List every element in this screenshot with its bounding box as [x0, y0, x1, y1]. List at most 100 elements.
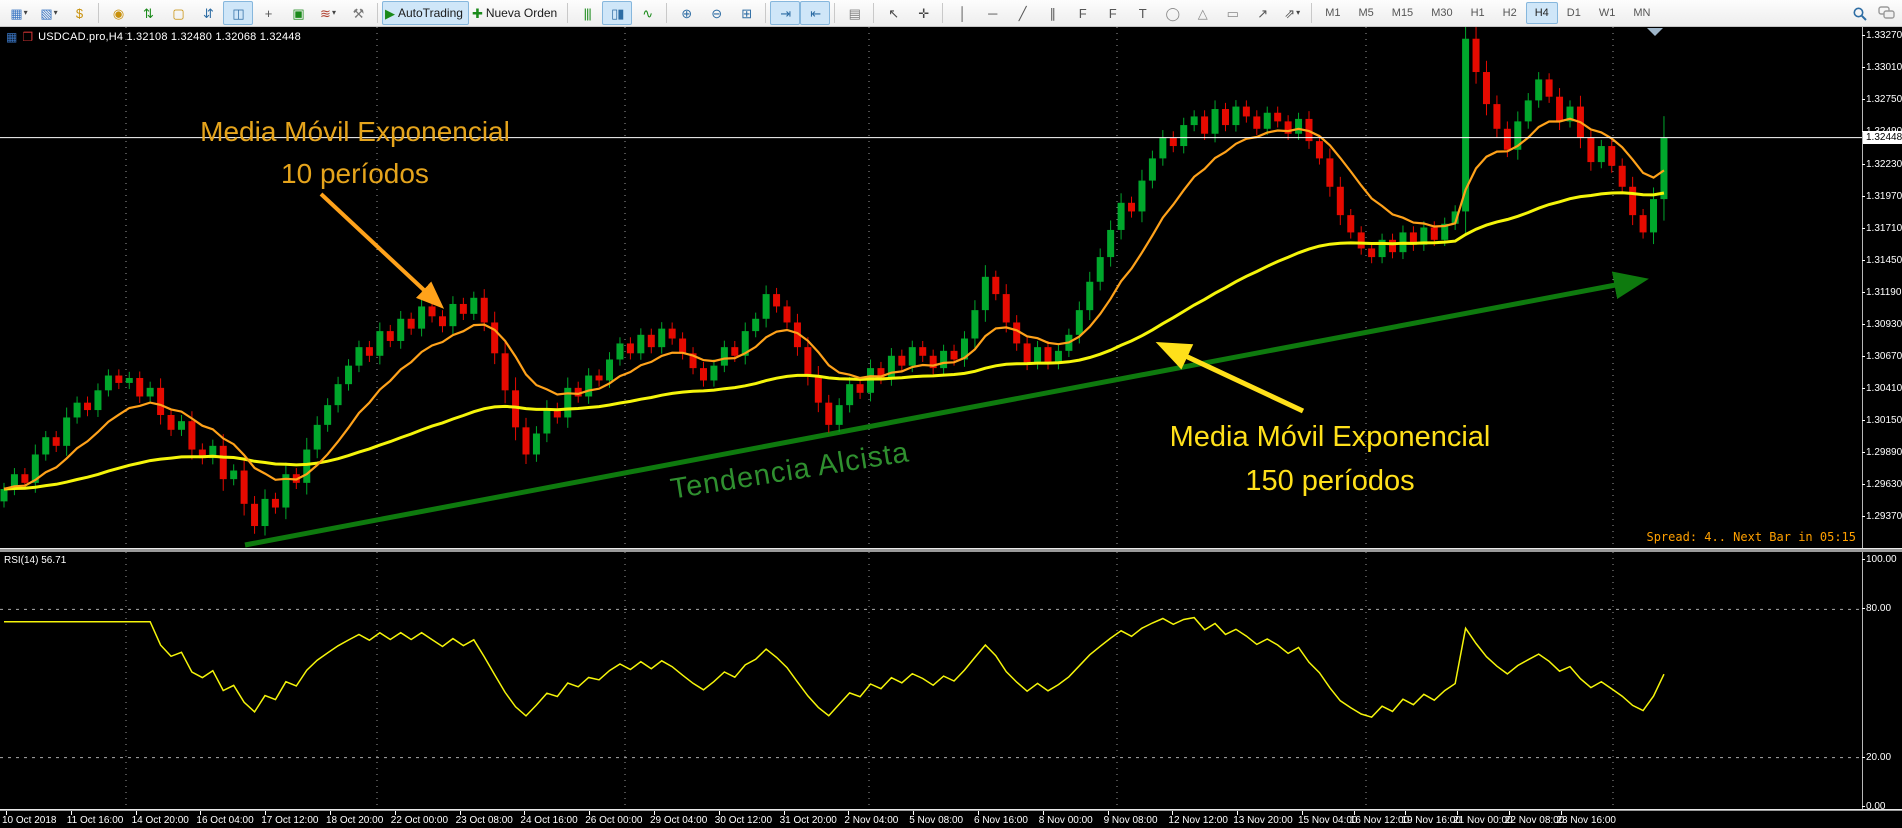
tile-windows-button[interactable]: ⊞	[731, 1, 761, 25]
symbol-window-icon: ❐	[22, 30, 34, 44]
timeframe-h1-button[interactable]: H1	[1470, 7, 1485, 19]
time-axis-label: 30 Oct 12:00	[714, 815, 773, 826]
indicators-button[interactable]: ≋ ▾	[313, 1, 343, 25]
toolbar-separator	[666, 3, 668, 23]
navigator-button[interactable]: ▣	[283, 1, 313, 25]
bar-chart-button[interactable]: |||	[572, 1, 602, 25]
time-axis-label: 2 Nov 04:00	[844, 815, 899, 826]
nueva-orden-button[interactable]: ✚ Nueva Orden	[469, 1, 563, 25]
trendline-button[interactable]: ╱	[1007, 1, 1037, 25]
rsi-axis-label: 100.00	[1862, 554, 1897, 565]
toolbar-separator	[942, 3, 944, 23]
channel-icon: ∥	[1049, 5, 1055, 21]
chart-shift-marker[interactable]	[1647, 28, 1663, 36]
timeframe-d1-button[interactable]: D1	[1566, 7, 1581, 19]
line-chart-button[interactable]: ∿	[632, 1, 662, 25]
tools-button[interactable]: ⚒	[343, 1, 373, 25]
text-button[interactable]: T	[1127, 1, 1157, 25]
timeframe-m5-button[interactable]: M5	[1358, 7, 1374, 19]
triangle-button[interactable]: △	[1187, 1, 1217, 25]
templates-button[interactable]: ▤	[839, 1, 869, 25]
vertical-line-icon: │	[958, 5, 967, 21]
new-chart-icon: ▦	[10, 5, 22, 21]
time-axis[interactable]: 10 Oct 2018 11 Oct 16:00 14 Oct 20:00 16 Oc…	[0, 811, 1902, 828]
arrow-object-icon: ↗	[1257, 5, 1268, 21]
timeframe-m1-button[interactable]: M1	[1325, 7, 1341, 19]
time-axis-label: 22 Oct 00:00	[390, 815, 449, 826]
ellipse-icon: ◯	[1165, 5, 1180, 21]
timeframe-m30-button[interactable]: M30	[1431, 7, 1453, 19]
data-window-icon: +	[264, 5, 273, 21]
price-axis-label: 1.30670	[1861, 351, 1902, 362]
crosshair-icon: ✛	[918, 5, 929, 21]
time-axis-label: 24 Oct 16:00	[520, 815, 578, 826]
new-chart-button[interactable]: ▦ ▾	[4, 1, 34, 25]
dropdown-arrow-icon[interactable]: ▾	[331, 8, 336, 17]
fibo-retracement-button[interactable]: F	[1067, 1, 1097, 25]
time-axis-tick	[1405, 811, 1407, 815]
profiles-icon: ▧	[40, 5, 52, 21]
price-chart-canvas[interactable]	[0, 27, 1862, 548]
zoom-out-button[interactable]: ⊖	[701, 1, 731, 25]
chart-shift-button[interactable]: ⇤	[800, 1, 831, 25]
pane-splitter[interactable]	[0, 548, 1902, 552]
zoom-in-button[interactable]: ⊕	[671, 1, 701, 25]
vertical-line-button[interactable]: │	[947, 1, 977, 25]
timeframe-h2-button[interactable]: H2	[1502, 7, 1517, 19]
time-axis-tick	[459, 811, 461, 815]
sidebar-toggle-button[interactable]: ◫	[223, 1, 253, 25]
time-axis-label: 16 Oct 04:00	[196, 815, 254, 826]
dropdown-arrow-icon[interactable]: ▾	[53, 8, 58, 17]
timeframe-h4-button[interactable]: H4	[1525, 2, 1558, 24]
auto-scroll-icon: ⇥	[780, 5, 791, 21]
time-axis-tick	[1042, 811, 1044, 815]
pane-splitter-bottom[interactable]	[0, 809, 1902, 811]
dropdown-arrow-icon[interactable]: ▾	[1296, 8, 1301, 17]
fibo-fan-button[interactable]: F	[1097, 1, 1127, 25]
rsi-chart-canvas[interactable]	[0, 552, 1862, 809]
channel-button[interactable]: ∥	[1037, 1, 1067, 25]
timeframe-mn-button[interactable]: MN	[1633, 7, 1651, 19]
candlestick-chart-button[interactable]: ▯▮	[602, 1, 633, 25]
horizontal-line-button[interactable]: ─	[977, 1, 1007, 25]
tools-icon: ⚒	[352, 5, 365, 21]
quotes-button[interactable]: ◉	[103, 1, 133, 25]
price-axis-label: 1.29890	[1861, 447, 1902, 459]
cursor-button[interactable]: ↖	[878, 1, 908, 25]
rsi-indicator-pane[interactable]: RSI(14) 56.71	[0, 552, 1902, 809]
dropdown-arrow-icon[interactable]: ▾	[23, 8, 28, 17]
data-folder-button[interactable]: ▢	[163, 1, 193, 25]
arrows-more-button[interactable]: ⇗ ▾	[1277, 1, 1307, 25]
time-axis-tick	[1353, 811, 1355, 815]
ellipse-button[interactable]: ◯	[1157, 1, 1187, 25]
auto-scroll-button[interactable]: ⇥	[770, 1, 801, 25]
time-axis-label: 22 Nov 08:00	[1504, 815, 1565, 826]
rectangle-button[interactable]: ▭	[1217, 1, 1247, 25]
arrow-object-button[interactable]: ↗	[1247, 1, 1277, 25]
time-axis-tick	[330, 811, 331, 815]
market-watch-button[interactable]: ⇅	[133, 1, 163, 25]
indicators-icon: ≋	[320, 5, 331, 21]
depth-of-market-button[interactable]: ⇵	[193, 1, 223, 25]
time-axis-label: 8 Nov 00:00	[1038, 815, 1093, 826]
auto-trading-icon: ▶	[385, 5, 395, 21]
rsi-axis[interactable]: 100.00 80.00 20.00 0.00	[1861, 552, 1902, 812]
chat-icon[interactable]	[1878, 6, 1896, 21]
timeframe-w1-button[interactable]: W1	[1598, 7, 1616, 19]
profiles-button[interactable]: ▧ ▾	[34, 1, 64, 25]
auto-trading-button[interactable]: ▶ AutoTrading	[382, 1, 469, 25]
price-axis-label: 1.31710	[1861, 222, 1902, 234]
time-axis-label: 15 Nov 04:00	[1298, 815, 1358, 826]
symbols-button[interactable]: $	[64, 1, 94, 25]
rsi-axis-label: 0.00	[1861, 801, 1886, 812]
timeframe-m15-button[interactable]: M15	[1391, 7, 1414, 19]
time-axis-tick	[200, 811, 202, 815]
bar-chart-icon: |||	[583, 5, 592, 21]
price-axis[interactable]: 1.332701.330101.327501.324901.322301.319…	[1861, 27, 1902, 548]
data-window-button[interactable]: +	[253, 1, 283, 25]
crosshair-button[interactable]: ✛	[908, 1, 938, 25]
price-chart-pane[interactable]: ▦ ❐ USDCAD.pro,H4 1.32108 1.32480 1.3206…	[0, 27, 1902, 548]
price-axis-label: 1.31450	[1861, 254, 1902, 266]
search-icon[interactable]	[1852, 6, 1868, 22]
